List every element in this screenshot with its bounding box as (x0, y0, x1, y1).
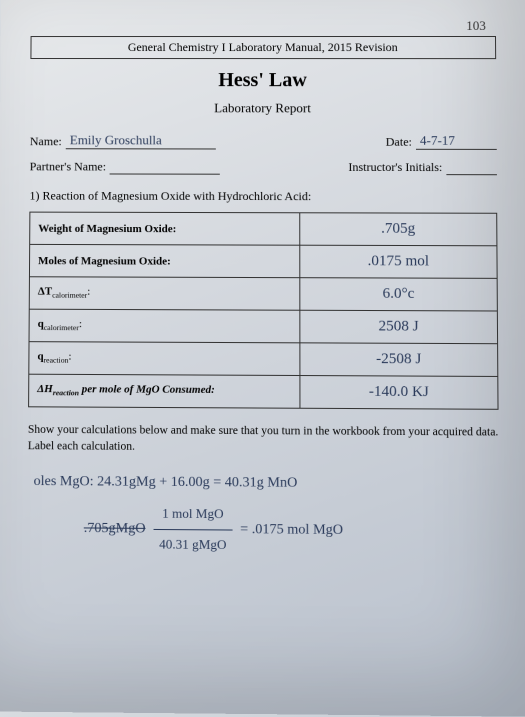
date-field: Date: 4-7-17 (386, 133, 497, 150)
calc-line-2: .705gMgO 1 mol MgO 40.31 gMgO = .0175 mo… (33, 498, 499, 561)
table-row: Weight of Magnesium Oxide:.705g (30, 212, 497, 246)
instructor-value[interactable] (446, 174, 497, 175)
calc-equation-1: 24.31gMg + 16.00g = 40.31g MnO (97, 474, 297, 491)
partner-label: Partner's Name: (30, 159, 106, 174)
calculations-area: oles MgO: 24.31gMg + 16.00g = 40.31g MnO… (27, 467, 500, 562)
calc-result: = .0175 mol MgO (240, 522, 343, 538)
row-value[interactable]: .705g (300, 213, 497, 246)
row-label: Moles of Magnesium Oxide: (29, 244, 299, 277)
form-row-2: Partner's Name: Instructor's Initials: (30, 159, 497, 175)
frac-numerator: 1 mol MgO (153, 499, 233, 530)
frac-denominator: 40.31 gMgO (153, 530, 233, 560)
table-row: ΔTcalorimeter:6.0°c (29, 277, 497, 311)
calc-strike: .705gMgO (84, 521, 146, 537)
row-label: ΔHreaction per mole of MgO Consumed: (29, 374, 300, 408)
partner-field: Partner's Name: (30, 159, 221, 174)
partner-value[interactable] (110, 173, 220, 174)
row-value[interactable]: -2508 J (300, 343, 498, 377)
row-label: ΔTcalorimeter: (29, 277, 300, 310)
calc-fraction: 1 mol MgO 40.31 gMgO (153, 499, 233, 559)
form-row-1: Name: Emily Groschulla Date: 4-7-17 (30, 132, 497, 150)
section-1-heading: 1) Reaction of Magnesium Oxide with Hydr… (29, 188, 497, 204)
instructions-text: Show your calculations below and make su… (28, 422, 499, 458)
row-label: qreaction: (29, 342, 300, 376)
name-value[interactable]: Emily Groschulla (66, 132, 216, 149)
row-value[interactable]: -140.0 KJ (300, 376, 498, 410)
row-value[interactable]: 2508 J (300, 310, 498, 343)
table-row: qreaction:-2508 J (29, 342, 498, 377)
report-subtitle: Laboratory Report (30, 100, 497, 117)
calc-prefix: oles MgO: (34, 474, 94, 490)
experiment-title: Hess' Law (30, 69, 496, 92)
manual-header: General Chemistry I Laboratory Manual, 2… (30, 36, 496, 59)
row-label: Weight of Magnesium Oxide: (30, 212, 300, 245)
row-value[interactable]: 6.0°c (300, 278, 497, 311)
data-table: Weight of Magnesium Oxide:.705gMoles of … (28, 212, 498, 410)
table-row: ΔHreaction per mole of MgO Consumed:-140… (29, 374, 498, 409)
calc-line-1: oles MgO: 24.31gMg + 16.00g = 40.31g MnO (34, 467, 500, 502)
date-value[interactable]: 4-7-17 (416, 133, 497, 150)
row-label: qcalorimeter: (29, 309, 300, 343)
table-row: qcalorimeter:2508 J (29, 309, 498, 344)
row-value[interactable]: .0175 mol (300, 245, 497, 278)
page-number: 103 (31, 18, 496, 34)
instructor-field: Instructor's Initials: (348, 160, 497, 175)
name-label: Name: (30, 134, 62, 149)
instructor-label: Instructor's Initials: (348, 160, 442, 175)
lab-report-page: 103 General Chemistry I Laboratory Manua… (0, 0, 525, 717)
date-label: Date: (386, 135, 412, 150)
name-field: Name: Emily Groschulla (30, 132, 216, 149)
table-row: Moles of Magnesium Oxide:.0175 mol (29, 244, 497, 278)
